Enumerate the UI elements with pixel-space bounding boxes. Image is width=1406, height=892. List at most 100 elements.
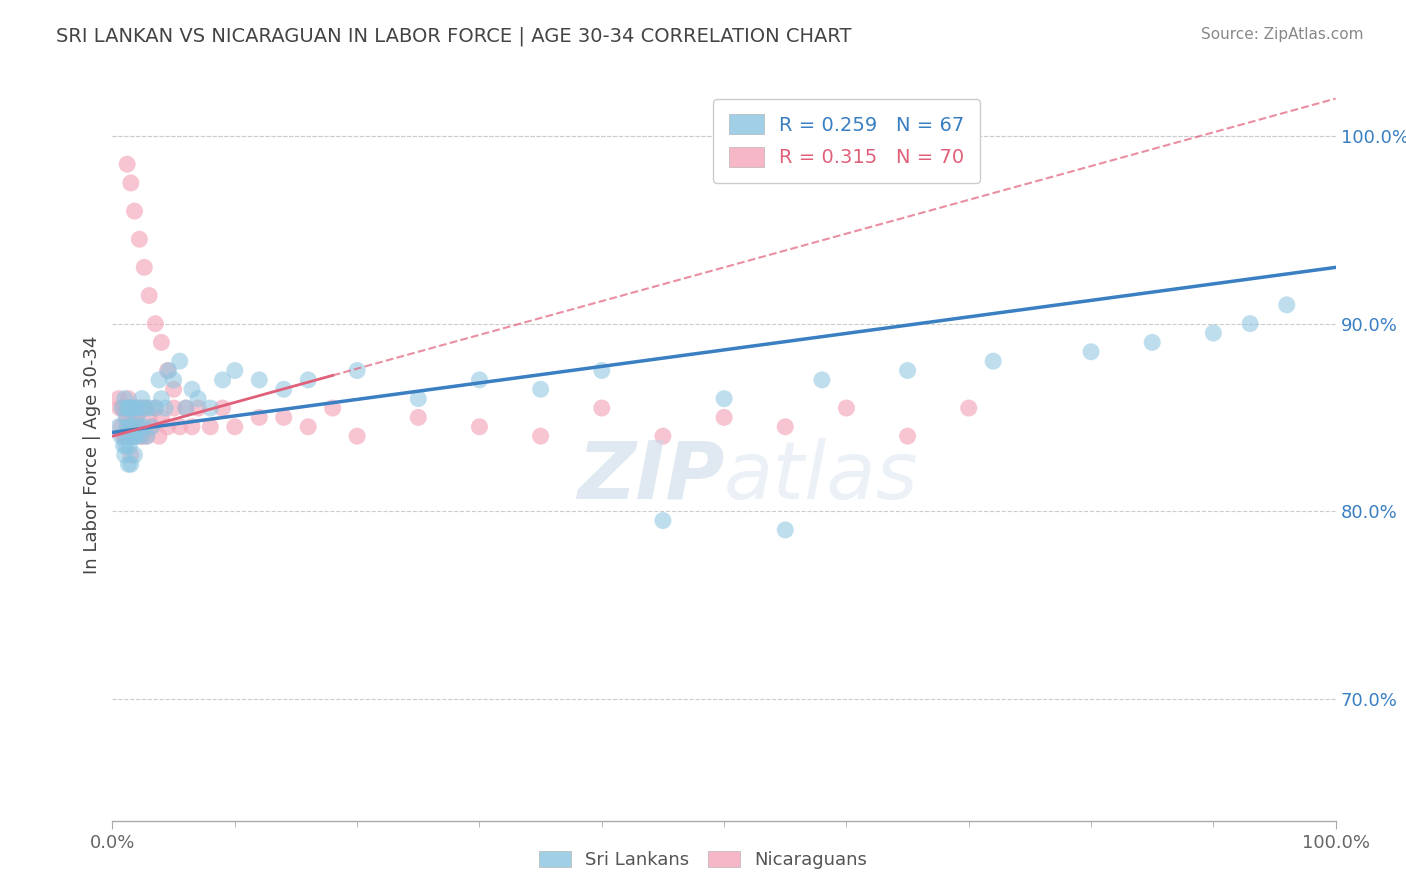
- Point: [112, 429, 135, 443]
- Point: [120, 458, 142, 472]
- Point: [129, 429, 152, 443]
- Point: [127, 419, 149, 434]
- Point: [187, 401, 209, 415]
- Point: [134, 401, 156, 415]
- Point: [174, 401, 197, 415]
- Point: [115, 419, 138, 434]
- Point: [110, 419, 132, 434]
- Point: [127, 419, 149, 434]
- Point: [108, 401, 131, 415]
- Point: [120, 401, 142, 415]
- Point: [181, 382, 204, 396]
- Point: [138, 410, 160, 425]
- Point: [200, 401, 222, 415]
- Point: [131, 401, 153, 415]
- Point: [118, 429, 141, 443]
- Point: [128, 401, 150, 415]
- Point: [115, 401, 138, 415]
- Point: [148, 429, 170, 443]
- Point: [1202, 326, 1225, 340]
- Point: [117, 419, 139, 434]
- Point: [110, 429, 132, 443]
- Point: [114, 448, 136, 462]
- Point: [150, 410, 173, 425]
- Point: [141, 419, 163, 434]
- Point: [117, 458, 139, 472]
- Point: [200, 419, 222, 434]
- Point: [835, 401, 858, 415]
- Y-axis label: In Labor Force | Age 30-34: In Labor Force | Age 30-34: [83, 335, 101, 574]
- Point: [1275, 298, 1298, 312]
- Point: [156, 363, 179, 377]
- Point: [897, 429, 920, 443]
- Point: [125, 410, 148, 425]
- Point: [124, 448, 146, 462]
- Point: [134, 260, 156, 275]
- Point: [122, 429, 145, 443]
- Point: [115, 429, 138, 443]
- Point: [322, 401, 344, 415]
- Point: [408, 410, 430, 425]
- Point: [138, 401, 160, 415]
- Point: [775, 523, 797, 537]
- Point: [114, 392, 136, 406]
- Point: [129, 429, 152, 443]
- Point: [247, 373, 270, 387]
- Point: [408, 392, 430, 406]
- Point: [211, 373, 233, 387]
- Point: [224, 419, 246, 434]
- Point: [224, 363, 246, 377]
- Point: [125, 410, 148, 425]
- Point: [115, 401, 138, 415]
- Point: [118, 419, 141, 434]
- Point: [591, 363, 613, 377]
- Point: [121, 401, 143, 415]
- Point: [114, 429, 136, 443]
- Point: [118, 410, 141, 425]
- Point: [169, 419, 191, 434]
- Point: [120, 448, 142, 462]
- Point: [897, 363, 920, 377]
- Point: [1080, 344, 1102, 359]
- Point: [118, 438, 141, 452]
- Point: [107, 392, 129, 406]
- Point: [124, 429, 146, 443]
- Point: [135, 429, 157, 443]
- Point: [811, 373, 834, 387]
- Point: [346, 363, 368, 377]
- Point: [115, 157, 138, 171]
- Point: [163, 373, 186, 387]
- Point: [132, 429, 155, 443]
- Point: [125, 401, 148, 415]
- Point: [112, 438, 135, 452]
- Point: [169, 354, 191, 368]
- Point: [124, 410, 146, 425]
- Point: [713, 392, 735, 406]
- Point: [115, 419, 138, 434]
- Point: [117, 429, 139, 443]
- Point: [529, 429, 551, 443]
- Point: [273, 410, 295, 425]
- Point: [1142, 335, 1164, 350]
- Point: [120, 176, 142, 190]
- Point: [132, 419, 155, 434]
- Point: [115, 438, 138, 452]
- Point: [128, 232, 150, 246]
- Point: [121, 419, 143, 434]
- Point: [125, 419, 148, 434]
- Point: [135, 429, 157, 443]
- Point: [529, 382, 551, 396]
- Point: [591, 401, 613, 415]
- Point: [981, 354, 1004, 368]
- Point: [122, 429, 145, 443]
- Point: [174, 401, 197, 415]
- Text: atlas: atlas: [724, 438, 920, 516]
- Point: [652, 514, 675, 528]
- Point: [957, 401, 980, 415]
- Point: [125, 429, 148, 443]
- Point: [346, 429, 368, 443]
- Point: [134, 401, 156, 415]
- Point: [107, 419, 129, 434]
- Point: [775, 419, 797, 434]
- Point: [211, 401, 233, 415]
